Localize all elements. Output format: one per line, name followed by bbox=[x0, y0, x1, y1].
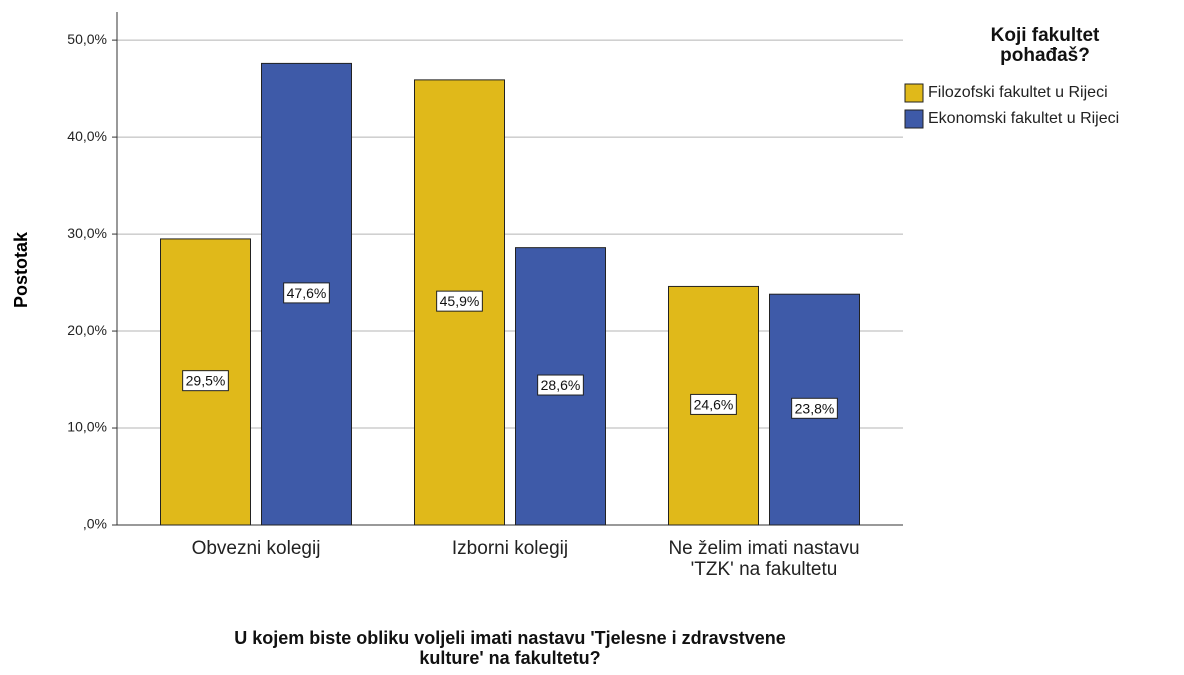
x-tick-label: Obvezni kolegij bbox=[191, 538, 321, 559]
y-tick-label: 50,0% bbox=[67, 31, 107, 47]
y-tick-label: ,0% bbox=[83, 516, 107, 532]
data-label-box bbox=[791, 397, 838, 419]
legend-label: Ekonomski fakultet u Rijeci bbox=[928, 110, 1119, 127]
legend-swatch bbox=[904, 83, 924, 103]
legend-title: Koji fakultet pohađaš? bbox=[990, 25, 1100, 66]
data-label: 29,5% bbox=[186, 373, 226, 389]
data-label: 24,6% bbox=[694, 396, 734, 412]
y-axis-title: Postotak bbox=[11, 231, 31, 308]
y-tick-label: 20,0% bbox=[67, 322, 107, 338]
data-label-box bbox=[436, 290, 483, 312]
y-tick-label: 40,0% bbox=[67, 128, 107, 144]
x-axis-title: U kojem biste obliku voljeli imati nasta… bbox=[234, 628, 786, 668]
x-tick-label: Ne želim imati nastavu 'TZK' na fakultet… bbox=[668, 538, 860, 580]
data-label-box bbox=[690, 393, 737, 415]
data-label: 23,8% bbox=[795, 400, 835, 416]
legend-swatch bbox=[904, 109, 924, 129]
y-tick-label: 10,0% bbox=[67, 419, 107, 435]
data-label: 45,9% bbox=[440, 293, 480, 309]
x-tick-label: Izborni kolegij bbox=[451, 538, 569, 559]
y-tick-label: 30,0% bbox=[67, 225, 107, 241]
data-label-box bbox=[182, 370, 229, 392]
data-label-box bbox=[537, 374, 584, 396]
data-label: 28,6% bbox=[541, 377, 581, 393]
data-label: 47,6% bbox=[287, 285, 327, 301]
data-label-box bbox=[283, 282, 330, 304]
legend-label: Filozofski fakultet u Rijeci bbox=[928, 84, 1108, 101]
